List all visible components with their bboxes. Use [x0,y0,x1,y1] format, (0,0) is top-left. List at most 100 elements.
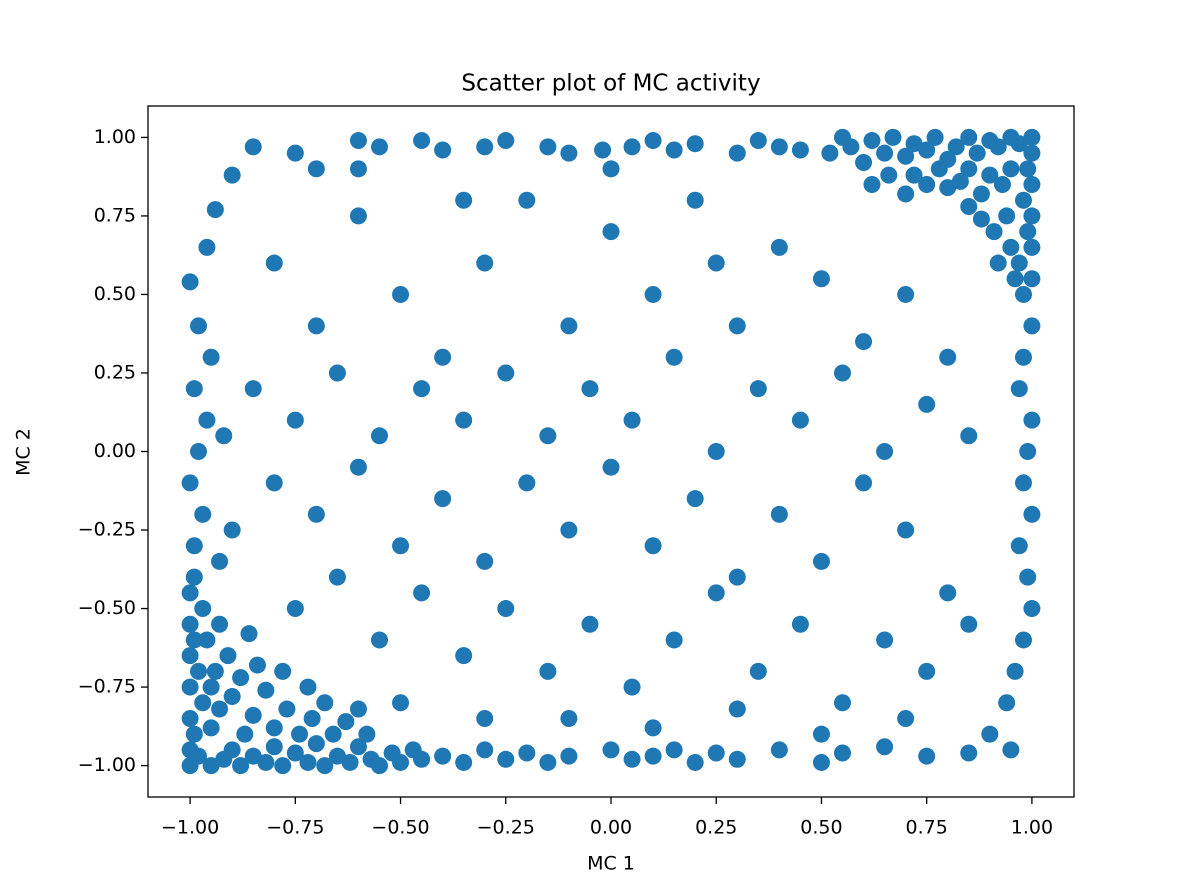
x-tick-label: 0.75 [906,817,948,839]
scatter-point [876,144,894,162]
scatter-point [455,753,473,771]
scatter-point [539,662,557,680]
scatter-point [985,223,1003,241]
scatter-point [371,138,388,156]
scatter-point [812,552,830,570]
scatter-point [1014,348,1032,366]
scatter-point [880,166,898,184]
scatter-point [286,600,304,618]
scatter-point [1023,128,1041,146]
scatter-point [265,254,283,272]
scatter-point [834,744,851,762]
scatter-point [665,348,683,366]
scatter-point [349,458,367,476]
scatter-point [371,757,388,775]
scatter-point [185,568,203,586]
scatter-point [413,584,431,602]
scatter-point [240,625,258,643]
y-tick-label: −1.00 [78,754,136,776]
scatter-point [644,132,662,150]
scatter-point [278,700,296,718]
scatter-point [392,694,410,712]
scatter-point [1023,505,1041,523]
scatter-point [455,647,473,665]
x-tick-label: 0.25 [695,817,737,839]
scatter-point [855,474,873,492]
scatter-point [960,744,978,762]
scatter-point [349,700,367,718]
scatter-point [392,537,410,555]
scatter-point [728,317,746,335]
scatter-point [476,741,494,759]
scatter-point [434,747,452,765]
scatter-point [244,747,262,765]
scatter-point [918,395,936,413]
scatter-point [358,725,376,743]
scatter-point [1023,176,1041,194]
scatter-point [299,678,317,696]
scatter-point [307,317,325,335]
y-tick-label: 0.50 [94,283,136,305]
scatter-point [434,141,452,159]
y-tick-label: −0.50 [78,597,136,619]
scatter-point [194,600,212,618]
scatter-point [686,490,704,508]
scatter-point [876,443,894,460]
x-tick-label: −0.50 [371,817,429,839]
scatter-point [623,411,641,429]
scatter-point [307,160,325,178]
scatter-point [211,700,229,718]
scatter-point [518,474,536,492]
scatter-point [728,144,746,162]
scatter-point [328,364,346,382]
scatter-point [749,662,767,680]
scatter-point [791,615,809,633]
scatter-point [539,753,557,771]
scatter-point [998,694,1016,712]
scatter-point [181,678,199,696]
scatter-point [812,270,830,288]
scatter-point [337,713,355,731]
scatter-point [1019,443,1037,460]
scatter-point [190,443,208,460]
scatter-point [791,411,809,429]
x-tick-label: −0.75 [266,817,324,839]
scatter-point [206,201,224,219]
scatter-point [497,132,515,150]
scatter-point [181,615,199,633]
scatter-point [686,191,704,209]
scatter-point [223,741,241,759]
scatter-point [686,753,704,771]
scatter-point [905,166,923,184]
scatter-point [413,132,431,150]
scatter-point [939,179,957,197]
scatter-point [644,285,662,303]
scatter-point [947,138,965,156]
scatter-point [972,185,990,203]
scatter-point [1023,317,1041,335]
scatter-point [960,198,978,216]
scatter-point [918,662,936,680]
scatter-point [185,725,203,743]
scatter-point [770,138,788,156]
scatter-point [749,132,767,150]
scatter-point [539,138,557,156]
scatter-point [644,719,662,737]
scatter-point [211,552,229,570]
scatter-point [185,380,203,398]
scatter-point [349,132,367,150]
scatter-point [581,615,599,633]
scatter-point [434,348,452,366]
scatter-point [202,757,220,775]
scatter-point [476,254,494,272]
scatter-point [265,474,283,492]
scatter-point [918,141,936,159]
scatter-point [1010,254,1028,272]
scatter-point [707,584,725,602]
scatter-point [960,615,978,633]
scatter-point [884,128,902,146]
scatter-point [981,725,999,743]
scatter-point [623,138,641,156]
scatter-point [1019,568,1037,586]
